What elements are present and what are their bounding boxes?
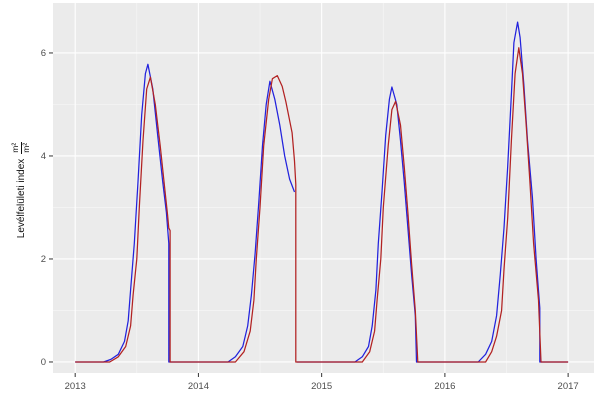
x-tick-label: 2015: [311, 381, 332, 392]
y-tick-label: 0: [41, 357, 46, 368]
plot-panel: [53, 3, 594, 373]
series-red-line: [75, 47, 569, 363]
x-tick-label: 2013: [65, 381, 86, 392]
y-tick-label: 2: [41, 254, 46, 265]
x-tick-label: 2014: [188, 381, 209, 392]
y-axis-title-text: Levélfelületi index: [15, 158, 27, 239]
y-tick-label: 4: [41, 151, 46, 162]
y-axis-title: Levélfelületi index m² m²: [9, 0, 33, 380]
y-axis-unit-numerator: m²: [9, 141, 22, 154]
x-tick-label: 2017: [558, 381, 579, 392]
series-blue-line: [75, 63, 296, 363]
y-axis-unit-fraction: m² m²: [9, 141, 32, 154]
y-axis-unit-denominator: m²: [20, 142, 31, 153]
y-tick-label: 6: [41, 48, 46, 59]
x-tick-label: 2016: [434, 381, 455, 392]
